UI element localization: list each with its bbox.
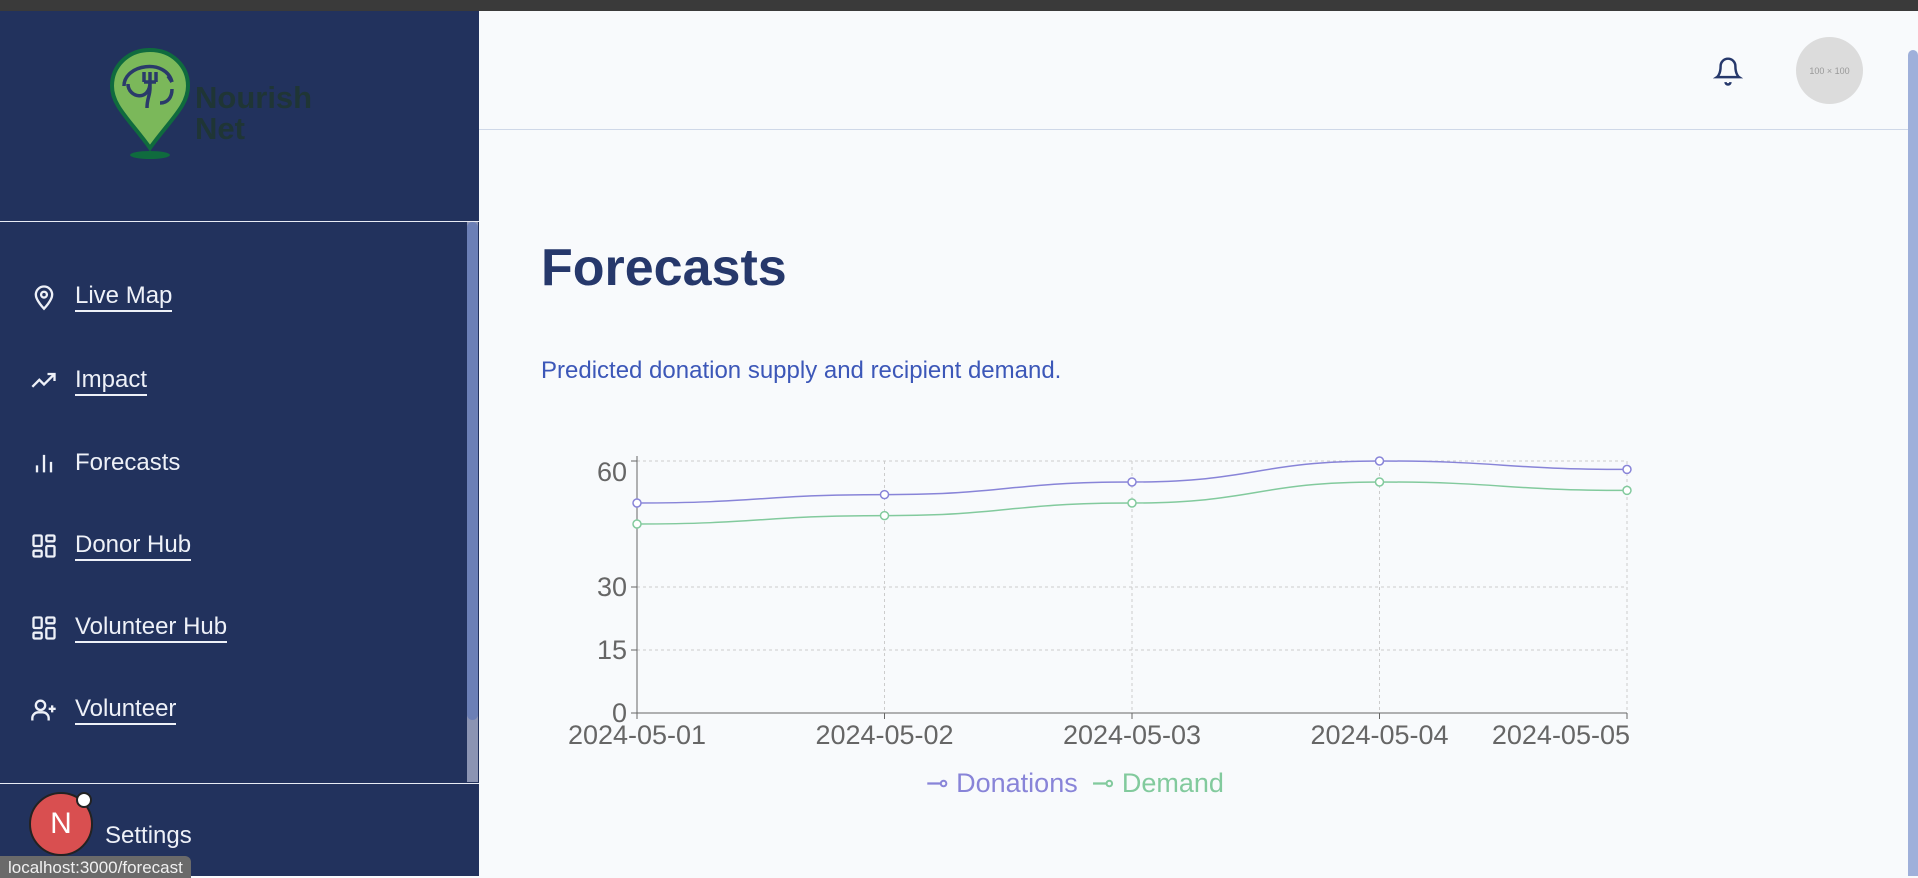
legend-label: Donations: [956, 768, 1078, 798]
avatar[interactable]: 100 × 100: [1796, 37, 1863, 104]
legend-label: Demand: [1121, 768, 1224, 798]
sidebar-scrollbar-thumb[interactable]: [467, 222, 478, 720]
sidebar-item-forecasts[interactable]: Forecasts: [30, 443, 180, 483]
y-tick-label: 15: [597, 635, 627, 665]
sidebar-item-label: Donor Hub: [75, 531, 192, 561]
y-tick-label: 30: [597, 572, 627, 602]
sidebar-item-volunteer-hub[interactable]: Volunteer Hub: [30, 608, 228, 648]
bell-icon[interactable]: [1713, 55, 1743, 87]
sidebar-nav: Live Map Impact Forecasts Donor Hub Volu…: [0, 222, 479, 782]
sidebar-footer-divider: [0, 783, 479, 784]
logo-pin-icon: [109, 47, 191, 159]
data-point-donations: [632, 498, 642, 508]
logo[interactable]: Nourish Net: [109, 47, 350, 178]
notification-dot: [76, 792, 92, 808]
data-point-donations: [1374, 456, 1385, 466]
sidebar-item-live-map[interactable]: Live Map: [30, 277, 173, 317]
user-plus-icon: [31, 699, 56, 721]
page-title: Forecasts: [541, 239, 787, 297]
dashboard-icon: [32, 616, 56, 640]
settings-link[interactable]: Settings: [105, 822, 192, 849]
sidebar: [0, 11, 479, 876]
data-point-demand: [879, 510, 890, 521]
sidebar-item-label: Forecasts: [75, 449, 181, 476]
legend-demand[interactable]: ⊸ Demand: [1091, 768, 1224, 798]
sidebar-item-donor-hub[interactable]: Donor Hub: [30, 526, 192, 566]
sidebar-divider: [0, 221, 479, 222]
x-tick-label: 2024-05-01: [568, 720, 706, 750]
x-tick-label: 2024-05-02: [815, 720, 953, 750]
data-point-donations: [1622, 464, 1632, 475]
trending-up-icon: [31, 372, 56, 388]
x-tick-label: 2024-05-03: [1063, 720, 1201, 750]
page-subtitle: Predicted donation supply and recipient …: [541, 357, 1062, 384]
legend-donations[interactable]: ⊸ Donations: [926, 768, 1078, 798]
data-point-demand: [1622, 485, 1632, 496]
y-tick-label: 0: [612, 698, 627, 728]
sidebar-item-label: Volunteer: [75, 695, 177, 725]
bar-chart-icon: [35, 454, 53, 473]
x-tick-label: 2024-05-05: [1492, 720, 1630, 750]
data-point-donations: [1127, 477, 1137, 487]
data-point-demand: [1127, 498, 1137, 508]
link-status-tooltip: localhost:3000/forecast: [0, 856, 191, 878]
sidebar-item-label: Volunteer Hub: [75, 613, 228, 643]
y-tick-label: 60: [597, 457, 627, 487]
data-point-demand: [632, 519, 642, 529]
page-scrollbar[interactable]: [1908, 50, 1918, 876]
forecast-chart: 0 15 30 60 2024-05-01 2024-05-02 2024-05-03 202…: [568, 456, 1632, 750]
dashboard-icon: [32, 534, 56, 558]
data-point-donations: [879, 489, 890, 500]
map-pin-icon: [34, 285, 54, 311]
chart-legend: ⊸ Donations ⊸ Demand: [926, 768, 1224, 799]
sidebar-item-volunteer[interactable]: Volunteer: [30, 690, 177, 730]
browser-top-bar: [0, 0, 1918, 11]
sidebar-item-label: Live Map: [75, 282, 173, 312]
x-tick-label: 2024-05-04: [1310, 720, 1448, 750]
data-point-demand: [1374, 477, 1385, 487]
logo-text-2: Net: [195, 111, 245, 146]
sidebar-item-impact[interactable]: Impact: [30, 361, 148, 401]
logo-text: Nourish: [195, 80, 313, 115]
sidebar-item-label: Impact: [75, 366, 148, 396]
top-header: [479, 11, 1908, 130]
